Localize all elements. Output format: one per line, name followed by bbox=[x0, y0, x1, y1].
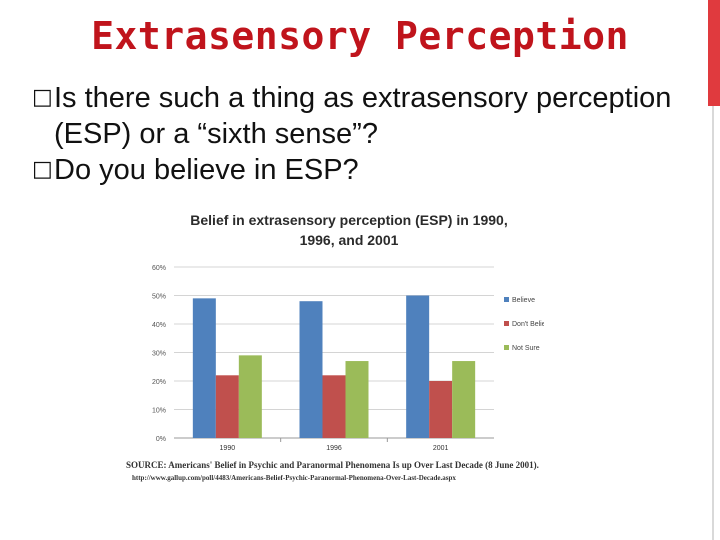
bar bbox=[192, 298, 216, 438]
bullet-text: Is there such a thing as extrasensory pe… bbox=[54, 82, 672, 150]
y-tick-label: 50% bbox=[152, 294, 166, 301]
legend-label: Believe bbox=[512, 297, 535, 304]
bullet-item: □ Is there such a thing as extrasensory … bbox=[32, 80, 692, 152]
legend-label: Don't Believe bbox=[512, 321, 544, 328]
legend-label: Not Sure bbox=[512, 345, 540, 352]
source-url: http://www.gallup.com/poll/4483/American… bbox=[132, 474, 456, 482]
bar bbox=[322, 375, 346, 438]
accent-line bbox=[712, 106, 714, 540]
legend-swatch bbox=[504, 321, 509, 326]
y-tick-label: 30% bbox=[152, 351, 166, 358]
bar bbox=[345, 361, 369, 438]
source-citation: SOURCE: Americans' Belief in Psychic and… bbox=[126, 460, 539, 470]
bar-chart: 0% 10% 20% 30% 40% 50% 60% 1990 1996 2001 Believe D… bbox=[152, 265, 544, 452]
bar bbox=[299, 301, 323, 438]
x-tick-label: 1996 bbox=[326, 445, 342, 452]
y-tick-label: 40% bbox=[152, 322, 166, 329]
bar bbox=[452, 361, 476, 438]
legend-swatch bbox=[504, 297, 509, 302]
bar bbox=[406, 295, 430, 438]
x-tick-label: 1990 bbox=[220, 445, 236, 452]
chart-title: Belief in extrasensory perception (ESP) … bbox=[190, 212, 508, 248]
bullet-box-icon: □ bbox=[32, 85, 53, 110]
bullet-box-icon: □ bbox=[32, 157, 53, 182]
bullet-list: □ Is there such a thing as extrasensory … bbox=[32, 80, 692, 188]
y-tick-label: 20% bbox=[152, 379, 166, 386]
slide-title: Extrasensory Perception bbox=[91, 14, 629, 58]
chart-figure: 0% 10% 20% 30% 40% 50% 60% 1990 1996 2001 Believe D… bbox=[126, 206, 544, 488]
legend-swatch bbox=[504, 345, 509, 350]
x-tick-label: 2001 bbox=[433, 445, 449, 452]
bullet-text: Do you believe in ESP? bbox=[54, 154, 359, 186]
y-tick-label: 0% bbox=[156, 436, 166, 443]
chart-source: SOURCE: Americans' Belief in Psychic and… bbox=[126, 459, 544, 485]
y-tick-label: 60% bbox=[152, 265, 166, 272]
bullet-item: □ Do you believe in ESP? bbox=[32, 152, 692, 188]
y-tick-label: 10% bbox=[152, 408, 166, 415]
bar bbox=[215, 375, 239, 438]
accent-bar bbox=[708, 0, 720, 106]
bar bbox=[238, 355, 262, 438]
bar bbox=[429, 381, 453, 438]
